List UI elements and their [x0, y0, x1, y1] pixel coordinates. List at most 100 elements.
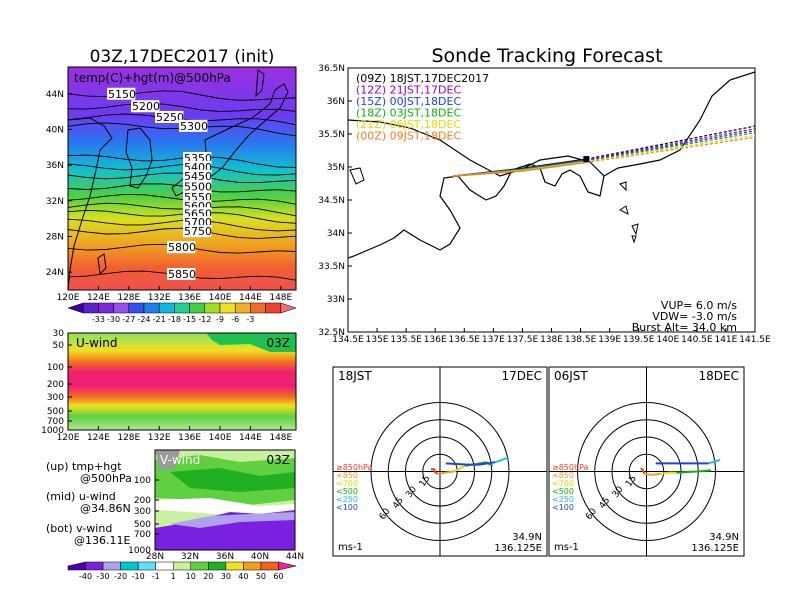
x-tick-label: 137E	[482, 335, 505, 345]
colorbar-swatch	[128, 302, 145, 314]
track-line-dashed	[586, 128, 755, 161]
vwind-gray-patch	[155, 450, 180, 470]
colorbar-label: -9	[216, 315, 224, 324]
note-up-sub: @500hPa	[80, 472, 132, 485]
y-tick-label: 700	[134, 530, 151, 540]
colorbar-label: 50	[256, 572, 266, 581]
height-contour-5200	[68, 102, 296, 112]
colorbar-label: 1	[171, 572, 176, 581]
hodograph-legend-entry: <100	[336, 503, 358, 512]
colorbar-swatch	[98, 302, 114, 314]
height-contour-5650	[68, 209, 296, 224]
contour-label: 5300	[180, 120, 208, 133]
contour-label: 5150	[108, 88, 136, 101]
y-tick-label: 700	[47, 417, 64, 427]
y-tick-label: 36N	[327, 97, 345, 107]
hodograph-time: 06JST	[554, 369, 588, 383]
hodograph-date: 17DEC	[502, 369, 542, 383]
colorbar-swatch	[155, 561, 174, 571]
contour-label: 5800	[168, 241, 196, 254]
contour-label: 5200	[132, 100, 160, 113]
awaji-island	[349, 167, 365, 185]
y-tick-label: 32N	[46, 197, 64, 207]
hodograph-trace	[445, 461, 496, 466]
hodograph-trace	[430, 468, 439, 475]
x-tick-label: 124E	[87, 293, 110, 303]
colorbar-label: 60	[273, 572, 283, 581]
colorbar-swatch	[137, 561, 156, 571]
colorbar-label: -20	[114, 572, 127, 581]
x-tick-label: 138.5E	[565, 335, 597, 345]
y-tick-label: 1000	[41, 426, 64, 436]
japan-landmass	[171, 83, 289, 197]
colorbar-swatch	[102, 561, 121, 571]
x-tick-label: 132E	[148, 293, 171, 303]
contour-label-bg	[183, 169, 212, 182]
hodograph-legend-entry: ≥850hPa	[336, 463, 373, 472]
contour-label: 5250	[156, 111, 184, 124]
y-tick-label: 1000	[128, 546, 151, 556]
y-tick-label: 300	[47, 393, 64, 403]
colorbar-swatch	[67, 302, 84, 314]
vwind-time: 03Z	[267, 453, 291, 467]
x-tick-label: 141.5E	[739, 335, 771, 345]
y-tick-label: 36N	[46, 161, 64, 171]
track-line-dashed	[586, 136, 755, 163]
contour-label-bg	[131, 100, 160, 113]
colorbar-swatch	[174, 302, 190, 314]
hodograph-trace	[676, 469, 711, 474]
colorbar-swatch	[225, 561, 244, 571]
y-tick-label: 40N	[46, 125, 64, 135]
colorbar-swatch	[260, 561, 279, 571]
izu-island-2	[631, 223, 639, 236]
track-line-dashed	[586, 132, 755, 162]
colorbar-swatch	[280, 302, 297, 314]
hodograph-legend-entry: <850	[552, 471, 574, 480]
contour-label-bg	[167, 241, 196, 254]
colorbar-label: -10	[132, 572, 145, 581]
hodograph-trace	[708, 459, 721, 465]
colorbar-label: 30	[221, 572, 231, 581]
uwind-patch	[206, 333, 296, 352]
x-tick-label: 136.5E	[449, 335, 481, 345]
hodograph-trace	[437, 470, 454, 475]
hodograph-trace	[494, 456, 510, 464]
track-line-dashed	[586, 125, 755, 160]
note-mid-sub: @34.86N	[80, 502, 131, 515]
y-tick-label: 500	[134, 520, 151, 530]
y-tick-label: 32.5N	[318, 328, 345, 338]
contour-label: 5500	[184, 181, 212, 194]
hodograph-lat: 34.9N	[512, 532, 542, 543]
height-contour-5500	[68, 183, 296, 193]
note-up: (up) tmp+hgt	[46, 460, 122, 473]
contour-label-bg	[107, 87, 136, 100]
y-tick-label: 200	[47, 380, 64, 390]
izu-island-1	[619, 205, 629, 215]
x-tick-label: 138E	[540, 335, 563, 345]
track-line-dashed	[586, 134, 755, 163]
y-tick-label: 35.5N	[318, 130, 345, 140]
colorbar-label: -27	[122, 315, 135, 324]
y-tick-label: 24N	[46, 268, 64, 278]
x-tick-label: 144E	[239, 433, 262, 443]
x-tick-label: 136E	[424, 335, 447, 345]
height-contour-5600	[68, 202, 296, 217]
colorbar-label: -15	[183, 315, 196, 324]
hodograph-time: 18JST	[338, 369, 372, 383]
vwind-white-band	[155, 498, 295, 516]
y-tick-label: 300	[134, 507, 151, 517]
x-tick-label: 141E	[714, 335, 737, 345]
x-tick-label: 144E	[239, 293, 262, 303]
colorbar-label: 20	[203, 572, 213, 581]
note-bot: (bot) v-wind	[46, 522, 112, 535]
uwind-x-ticks: 120E 124E 128E 132E 136E 140E 144E 148E	[57, 426, 293, 443]
uwind-title: U-wind	[76, 336, 117, 350]
contour-label-bg	[167, 267, 196, 280]
hodograph-trace	[660, 471, 677, 475]
colorbar-swatch	[120, 561, 139, 571]
